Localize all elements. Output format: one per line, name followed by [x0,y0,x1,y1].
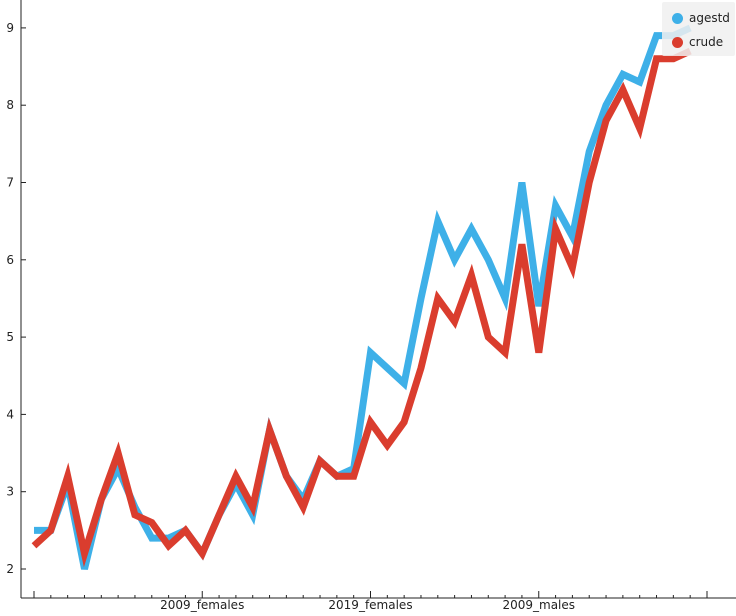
y-tick-label: 3 [6,485,14,499]
y-ticks: 2 3 4 5 6 7 8 9 [6,21,26,576]
x-tick-label: 2009_males [502,598,575,612]
series-layer [31,24,692,570]
legend-item-agestd: agestd [672,10,730,26]
series-line-crude [31,47,692,568]
legend-marker-agestd [672,12,683,24]
legend-item-crude: crude [672,34,723,50]
legend-label-agestd: agestd [689,11,730,25]
x-tick-label: 2019_females [328,598,412,612]
x-ticks: 2009_females 2019_females 2009_males [33,591,708,612]
y-tick-label: 4 [6,407,14,421]
series-line-agestd [34,24,692,570]
y-tick-label: 7 [6,176,14,190]
legend-label-crude: crude [689,35,724,49]
y-tick-label: 9 [6,21,14,35]
x-tick-label: 2009_females [160,598,244,612]
legend-marker-crude [672,36,683,48]
legend: agestd crude [662,2,735,56]
y-tick-label: 2 [6,562,14,576]
y-tick-label: 5 [6,330,14,344]
y-tick-label: 8 [6,98,14,112]
y-tick-label: 6 [6,253,14,267]
axes [20,0,736,599]
